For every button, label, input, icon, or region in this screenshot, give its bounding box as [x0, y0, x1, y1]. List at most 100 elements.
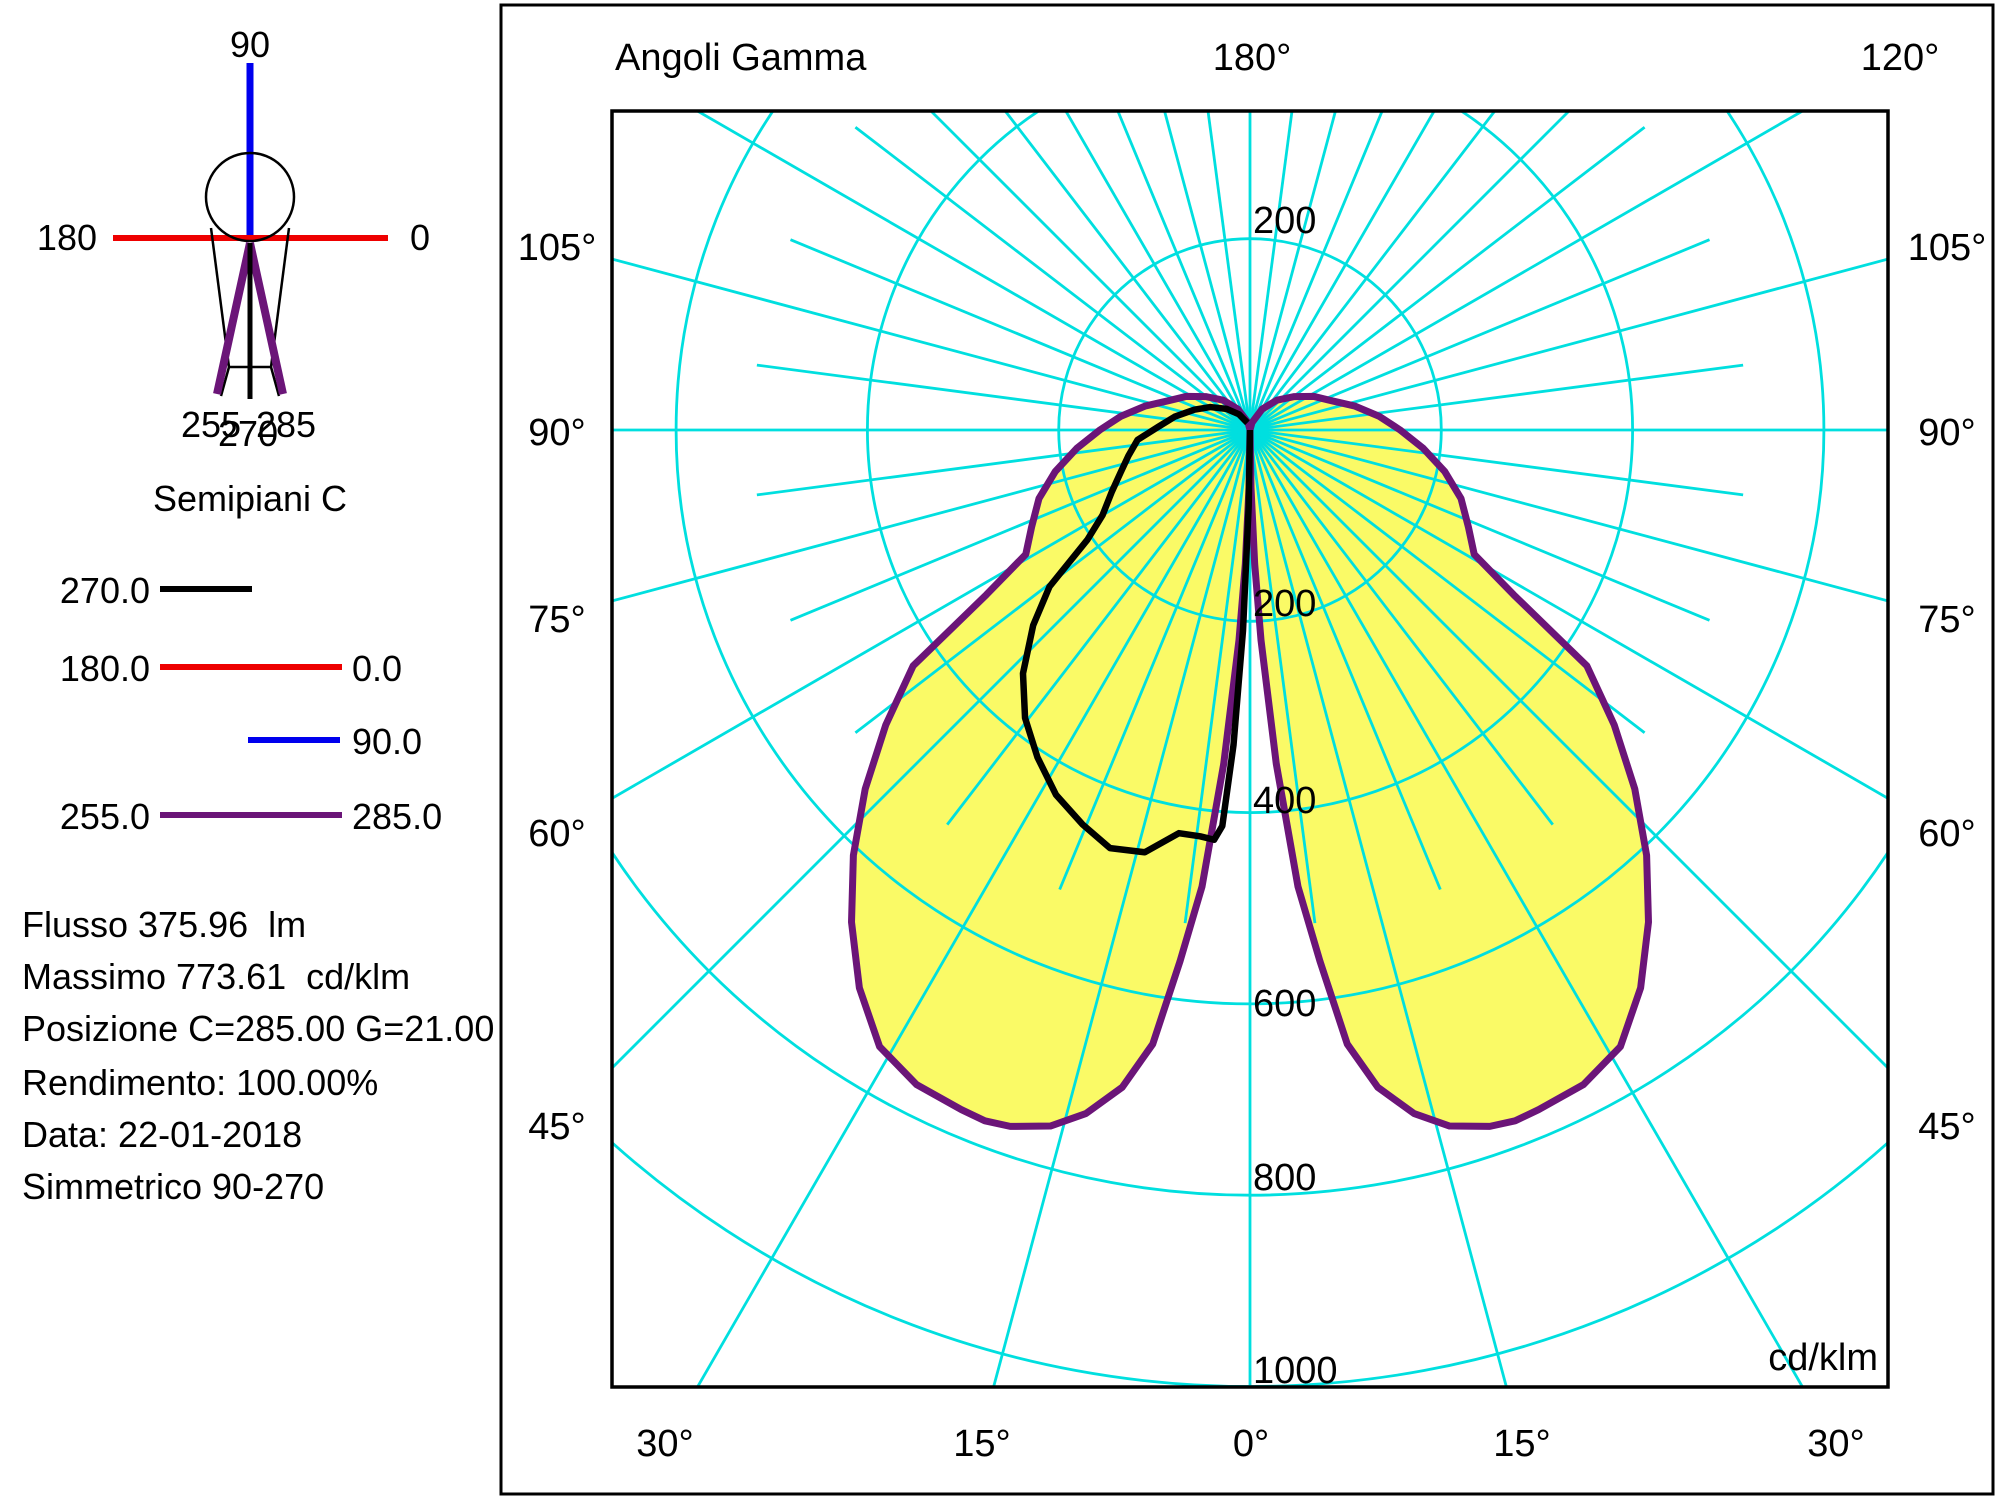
ray-minor [1206, 111, 1252, 431]
ray-minor [946, 429, 1252, 826]
info-massimo: Massimo 773.61 cd/klm [22, 956, 411, 997]
ray-major [1249, 257, 1888, 432]
legend-line-270 [160, 586, 252, 592]
gamma-label-bottom: 30° [1807, 1423, 1864, 1465]
ray-minor [1116, 111, 1252, 431]
gamma-label-left: 105° [518, 227, 597, 269]
ray-major [1249, 428, 1888, 800]
ray-minor [1248, 429, 1554, 826]
ray-major [1249, 111, 1806, 432]
gamma-label-right: 105° [1908, 227, 1987, 269]
lamp-label-270: 270 [218, 413, 278, 454]
lamp-label-285: 285 [256, 404, 316, 445]
ray-minor [1249, 126, 1646, 432]
lamp-label-0: 0 [410, 217, 430, 258]
ray-major [1248, 111, 1436, 431]
ray-minor [789, 428, 1251, 622]
gamma-label-left: 60° [528, 813, 585, 855]
gamma-label-right: 90° [1918, 412, 1975, 454]
lamp-label-180: 180 [37, 217, 97, 258]
intensity-curve-fill [851, 396, 1649, 1127]
axis-285-line [246, 242, 287, 395]
ray-minor [1249, 363, 1744, 432]
info-flusso: Flusso 375.96 lm [22, 904, 307, 945]
ring-label: 400 [1253, 780, 1316, 822]
axis-255-line [213, 242, 254, 395]
gamma-label-right: 45° [1918, 1106, 1975, 1148]
legend-line-255-285 [160, 812, 342, 818]
ring-label: 600 [1253, 983, 1316, 1025]
info-rendimento: Rendimento: 100.00% [22, 1062, 379, 1103]
ray-minor [1248, 429, 1317, 924]
info-data: Data: 22-01-2018 [22, 1114, 303, 1155]
gamma-label-bottom: 15° [1493, 1423, 1550, 1465]
unit-label: cd/klm [1768, 1337, 1878, 1379]
lamp-label-90: 90 [230, 24, 270, 65]
ray-major [1163, 111, 1252, 431]
ring-label: 800 [1253, 1157, 1316, 1199]
ray-minor [1248, 111, 1294, 431]
info-posizione: Posizione C=285.00 G=21.00 [22, 1008, 495, 1049]
ray-minor [756, 428, 1251, 497]
legend-line-90 [248, 737, 340, 743]
ring-label: 1000 [1253, 1350, 1338, 1392]
ray-minor [1183, 429, 1252, 924]
legend-label-0: 0.0 [352, 648, 403, 689]
gamma-label-left: 90° [528, 412, 585, 454]
ray-major [612, 429, 1251, 1070]
chart-inner-frame [610, 109, 1890, 1389]
gamma-label-right: 60° [1918, 813, 1975, 855]
lamp-orientation-diagram: 90 180 0 255 270 285 [37, 24, 430, 454]
ray-minor [1248, 111, 1384, 431]
legend-label-90: 90.0 [352, 721, 423, 762]
ring-label-top: 200 [1253, 200, 1316, 242]
gamma-label-top: 180° [1213, 37, 1292, 79]
ray-major [694, 111, 1251, 432]
gamma-label-top: 120° [1861, 37, 1940, 79]
ray-major [929, 111, 1251, 431]
ray-major [992, 429, 1252, 1387]
ray-major [1248, 111, 1337, 431]
lamp-label-255: 255 [181, 404, 241, 445]
legend-line-180-0 [160, 664, 342, 670]
gamma-label-right: 75° [1918, 599, 1975, 641]
ray-minor [789, 238, 1251, 432]
gamma-label-left: 45° [528, 1106, 585, 1148]
gamma-label-bottom: 0° [1233, 1423, 1269, 1465]
info-simmetrico: Simmetrico 90-270 [22, 1166, 325, 1207]
legend-label-270: 270.0 [59, 570, 150, 611]
chart-outer-frame [499, 3, 1995, 1496]
ray-minor [1249, 428, 1744, 497]
gamma-label-bottom: 15° [953, 1423, 1010, 1465]
ray-minor [1249, 238, 1711, 432]
intensity-curve-270 [1019, 403, 1254, 856]
ray-minor [854, 126, 1251, 432]
gamma-label-left: 75° [528, 599, 585, 641]
chart-title: Angoli Gamma [615, 37, 867, 79]
ray-major [1249, 428, 1888, 603]
ray-major [1249, 111, 1571, 431]
ray-major [612, 257, 1251, 432]
ring-label: 200 [1253, 583, 1316, 625]
legend-label-180: 180.0 [59, 648, 150, 689]
ray-minor [1058, 429, 1252, 891]
ray-major [1248, 429, 1805, 1387]
ray-minor [1248, 429, 1442, 891]
ray-major [1249, 429, 1888, 1070]
ray-minor [1249, 428, 1711, 622]
ray-major [1064, 111, 1252, 431]
gamma-label-bottom: 30° [636, 1423, 693, 1465]
ray-minor [1003, 111, 1252, 431]
ray-major [1248, 429, 1508, 1387]
semipiani-title: Semipiani C [152, 478, 348, 519]
ray-major [612, 428, 1251, 800]
legend-label-255: 255.0 [59, 796, 150, 837]
ray-minor [1249, 428, 1646, 734]
ray-major [695, 429, 1252, 1387]
legend-panel: 90 180 0 255 270 285 Semipiani C 270.0 1… [0, 0, 500, 1500]
legend-label-285: 285.0 [352, 796, 443, 837]
ray-minor [1248, 111, 1497, 431]
